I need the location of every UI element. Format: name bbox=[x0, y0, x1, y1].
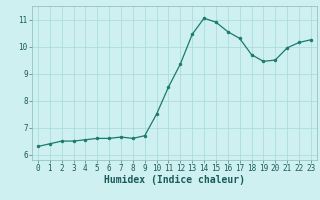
X-axis label: Humidex (Indice chaleur): Humidex (Indice chaleur) bbox=[104, 175, 245, 185]
